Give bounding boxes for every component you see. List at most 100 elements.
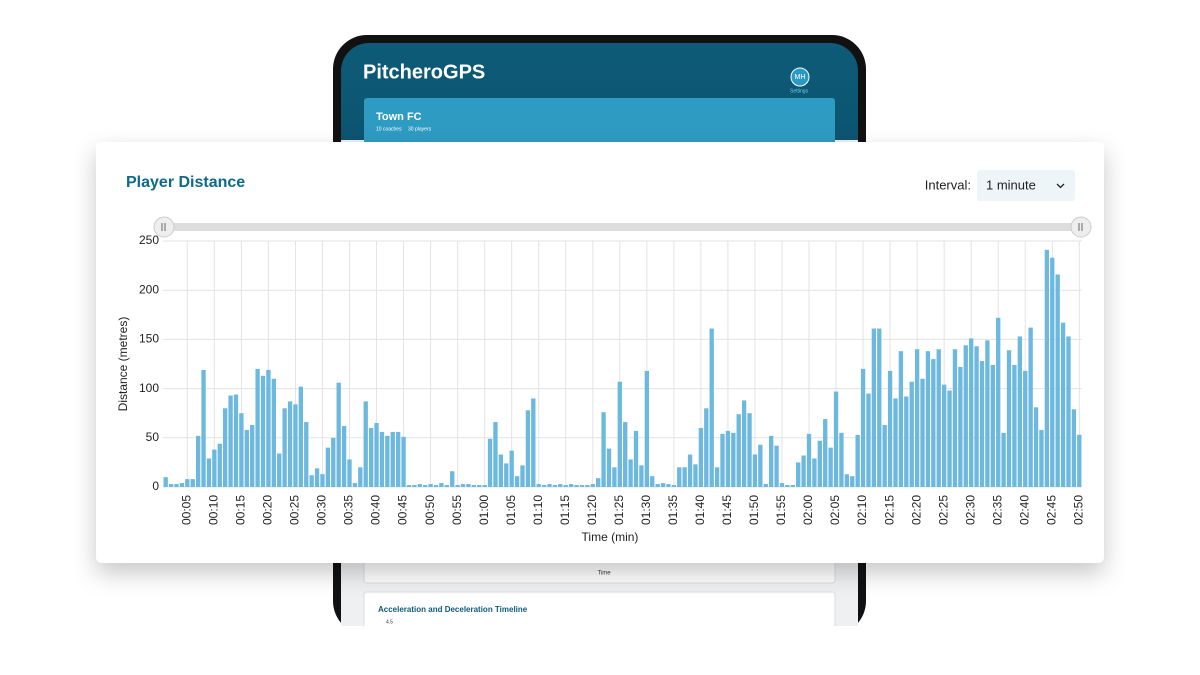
- bar: [747, 413, 752, 487]
- bar: [866, 393, 871, 487]
- bar: [633, 430, 639, 487]
- team-name: Town FC: [376, 111, 422, 123]
- avatar[interactable]: [790, 67, 810, 87]
- bar: [1033, 407, 1039, 487]
- bar: [168, 484, 174, 487]
- bar: [331, 437, 336, 487]
- bar: [1001, 432, 1006, 487]
- bar: [704, 408, 709, 487]
- bar: [217, 443, 222, 487]
- x-tick-label: 00:20: [261, 495, 275, 525]
- bar: [466, 484, 471, 487]
- y-tick-label: 250: [139, 233, 159, 247]
- bar: [671, 485, 677, 487]
- y-tick-label: 200: [139, 282, 159, 296]
- bar: [390, 431, 395, 487]
- bar: [271, 378, 276, 487]
- bar: [1012, 364, 1017, 487]
- settings-link[interactable]: Settings: [790, 88, 809, 94]
- logo: PitcheroGPS: [363, 61, 485, 83]
- bar: [655, 484, 660, 487]
- bar: [617, 381, 622, 487]
- x-tick-label: 01:35: [666, 495, 680, 525]
- bar: [952, 349, 958, 487]
- bar: [628, 459, 633, 487]
- bar: [487, 438, 493, 487]
- bar: [736, 414, 741, 487]
- x-tick-label: 02:30: [963, 495, 977, 525]
- bar: [568, 484, 574, 487]
- bar: [731, 432, 736, 487]
- bar: [682, 467, 687, 487]
- x-tick-label: 00:35: [342, 495, 356, 525]
- bar: [817, 440, 822, 487]
- bar: [796, 462, 801, 487]
- bar: [1071, 409, 1077, 487]
- bar: [1050, 257, 1055, 487]
- x-tick-label: 01:00: [477, 495, 491, 525]
- x-tick-label: 00:45: [396, 495, 410, 525]
- bar: [433, 485, 439, 487]
- bar: [882, 425, 887, 487]
- bar: [969, 338, 974, 487]
- bar: [871, 328, 877, 487]
- bar: [525, 410, 531, 487]
- bar: [898, 351, 904, 487]
- interval-select[interactable]: [977, 170, 1075, 201]
- bar: [920, 378, 925, 487]
- bar: [563, 485, 568, 487]
- bar: [233, 394, 239, 487]
- bar: [931, 359, 936, 487]
- bar: [417, 484, 422, 487]
- bar: [914, 349, 920, 487]
- coaches: 10 coaches: [376, 126, 402, 132]
- bar: [877, 328, 882, 487]
- bar: [358, 467, 363, 487]
- range-track: [163, 223, 1082, 231]
- x-tick-label: 02:05: [828, 495, 842, 525]
- x-tick-label: 00:50: [423, 495, 437, 525]
- bar: [677, 467, 682, 487]
- bar: [223, 408, 228, 487]
- bar: [1066, 336, 1071, 487]
- bar: [239, 413, 244, 487]
- bar: [725, 430, 731, 487]
- bar: [963, 345, 968, 487]
- handle-grips: [161, 223, 1083, 231]
- x-tick-label: 00:05: [179, 495, 193, 525]
- bar: [341, 425, 347, 487]
- bar: [850, 476, 855, 487]
- bar: [287, 401, 293, 487]
- bar: [774, 445, 779, 487]
- bar: [687, 454, 693, 487]
- range-handle-start[interactable]: [153, 216, 175, 238]
- bar: [887, 370, 893, 487]
- bar: [520, 465, 525, 487]
- x-tick-label: 00:30: [315, 495, 329, 525]
- bar: [509, 450, 514, 487]
- bar: [644, 370, 649, 487]
- bar: [471, 485, 477, 487]
- bar: [579, 485, 585, 487]
- bar: [212, 449, 217, 487]
- bar: [693, 464, 698, 487]
- bar: [412, 485, 417, 487]
- bar: [666, 484, 671, 487]
- bar: [714, 467, 720, 487]
- x-tick-label: 01:40: [693, 495, 707, 525]
- range-handle-end[interactable]: [1070, 216, 1092, 238]
- bar: [1077, 434, 1082, 487]
- bar: [1055, 274, 1060, 487]
- bar: [498, 454, 504, 487]
- bar: [698, 427, 704, 487]
- bar: [1028, 327, 1033, 487]
- bar: [325, 447, 331, 487]
- bar: [833, 391, 839, 487]
- bar: [893, 398, 898, 487]
- bar: [250, 425, 255, 487]
- bar: [552, 485, 558, 487]
- bar: [450, 471, 455, 487]
- interval-value: 1 minute: [986, 177, 1036, 192]
- bar: [758, 444, 763, 487]
- bar: [909, 381, 914, 487]
